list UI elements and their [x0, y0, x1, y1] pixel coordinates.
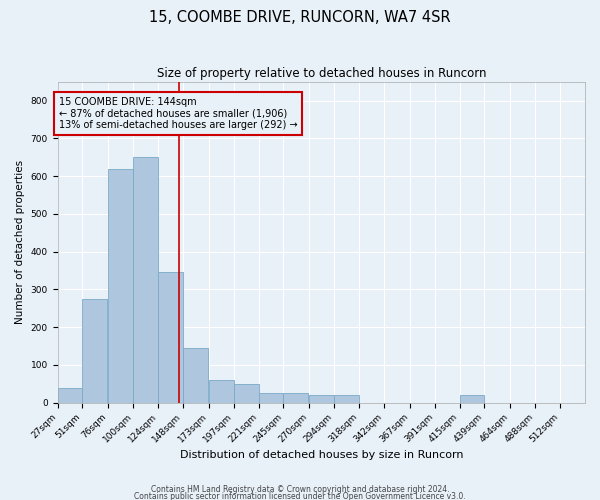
Bar — [133, 157, 158, 402]
Text: 15, COOMBE DRIVE, RUNCORN, WA7 4SR: 15, COOMBE DRIVE, RUNCORN, WA7 4SR — [149, 10, 451, 25]
Bar — [310, 395, 334, 402]
Title: Size of property relative to detached houses in Runcorn: Size of property relative to detached ho… — [157, 68, 486, 80]
Bar — [460, 395, 484, 402]
Y-axis label: Number of detached properties: Number of detached properties — [15, 160, 25, 324]
Bar — [209, 380, 233, 402]
X-axis label: Distribution of detached houses by size in Runcorn: Distribution of detached houses by size … — [179, 450, 463, 460]
Bar — [283, 393, 308, 402]
Bar — [109, 168, 133, 402]
Bar — [158, 272, 183, 402]
Bar — [334, 395, 359, 402]
Text: 15 COOMBE DRIVE: 144sqm
← 87% of detached houses are smaller (1,906)
13% of semi: 15 COOMBE DRIVE: 144sqm ← 87% of detache… — [59, 97, 297, 130]
Text: Contains HM Land Registry data © Crown copyright and database right 2024.: Contains HM Land Registry data © Crown c… — [151, 486, 449, 494]
Bar — [183, 348, 208, 403]
Bar — [82, 299, 107, 403]
Bar — [58, 388, 82, 402]
Bar — [233, 384, 259, 402]
Bar — [259, 393, 283, 402]
Text: Contains public sector information licensed under the Open Government Licence v3: Contains public sector information licen… — [134, 492, 466, 500]
